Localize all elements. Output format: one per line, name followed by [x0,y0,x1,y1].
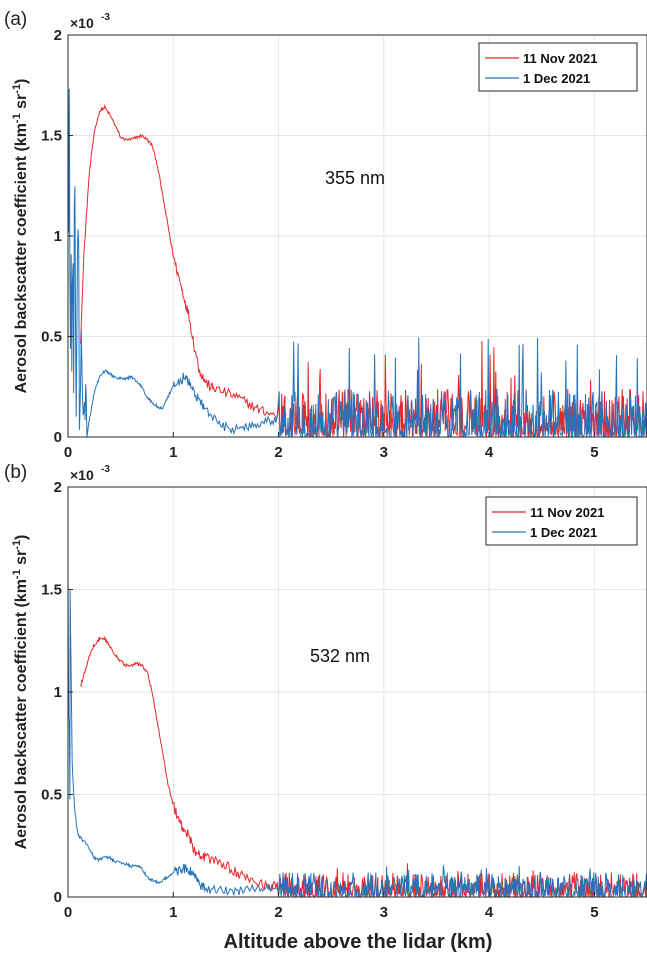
legend-box [485,496,638,546]
y-multiplier-exponent: -3 [101,464,110,475]
y-tick-label: 0 [54,429,62,446]
y-tick-label: 1.5 [41,128,62,145]
panel-a: 0 1 2 3 4 5 0 0.5 1 1.5 2 ×10 -3 Aerosol backscatter … [4,9,647,461]
y-tick-label: 1.5 [41,582,62,599]
x-tick-label: 4 [485,904,494,921]
x-tick-label: 0 [64,444,72,461]
y-tick-label: 0.5 [41,329,62,346]
panel-label: (a) [4,9,27,30]
x-tick-label: 3 [380,904,388,921]
x-tick-label: 5 [590,444,598,461]
x-tick-label: 0 [64,904,72,921]
y-multiplier: ×10 [70,15,94,31]
y-tick-label: 1 [54,228,62,245]
x-tick-label: 5 [590,904,598,921]
y-axis-label: Aerosol backscatter coefficient (km-1 sr… [11,79,30,394]
y-multiplier: ×10 [70,467,94,483]
legend-entry: 1 Dec 2021 [523,71,590,86]
x-tick-label: 2 [274,904,282,921]
wavelength-annotation: 532 nm [310,646,370,666]
y-tick-label: 2 [54,27,62,44]
x-tick-label: 1 [169,444,177,461]
legend: 11 Nov 2021 1 Dec 2021 [485,496,638,546]
y-tick-label: 2 [54,479,62,496]
wavelength-annotation: 355 nm [325,168,385,188]
x-tick-label: 3 [380,444,388,461]
x-axis-label: Altitude above the lidar (km) [224,931,493,953]
legend-box [478,42,638,92]
y-axis-label: Aerosol backscatter coefficient (km-1 sr… [11,535,30,850]
legend: 11 Nov 2021 1 Dec 2021 [478,42,638,92]
y-tick-label: 0.5 [41,787,62,804]
panel-b: 0 1 2 3 4 5 0 0.5 1 1.5 2 ×10 -3 Aerosol backscatter … [4,462,647,921]
y-tick-label: 0 [54,889,62,906]
legend-entry: 11 Nov 2021 [523,51,597,66]
series-line-1 [68,75,647,437]
legend-entry: 11 Nov 2021 [530,505,604,520]
legend-entry: 1 Dec 2021 [530,525,597,540]
x-tick-label: 2 [274,444,282,461]
x-tick-label: 1 [169,904,177,921]
series-group [68,75,647,437]
series-line-0 [80,104,647,437]
y-multiplier-exponent: -3 [101,12,110,23]
x-tick-label: 4 [485,444,494,461]
y-tick-label: 1 [54,684,62,701]
panel-label: (b) [4,462,27,483]
